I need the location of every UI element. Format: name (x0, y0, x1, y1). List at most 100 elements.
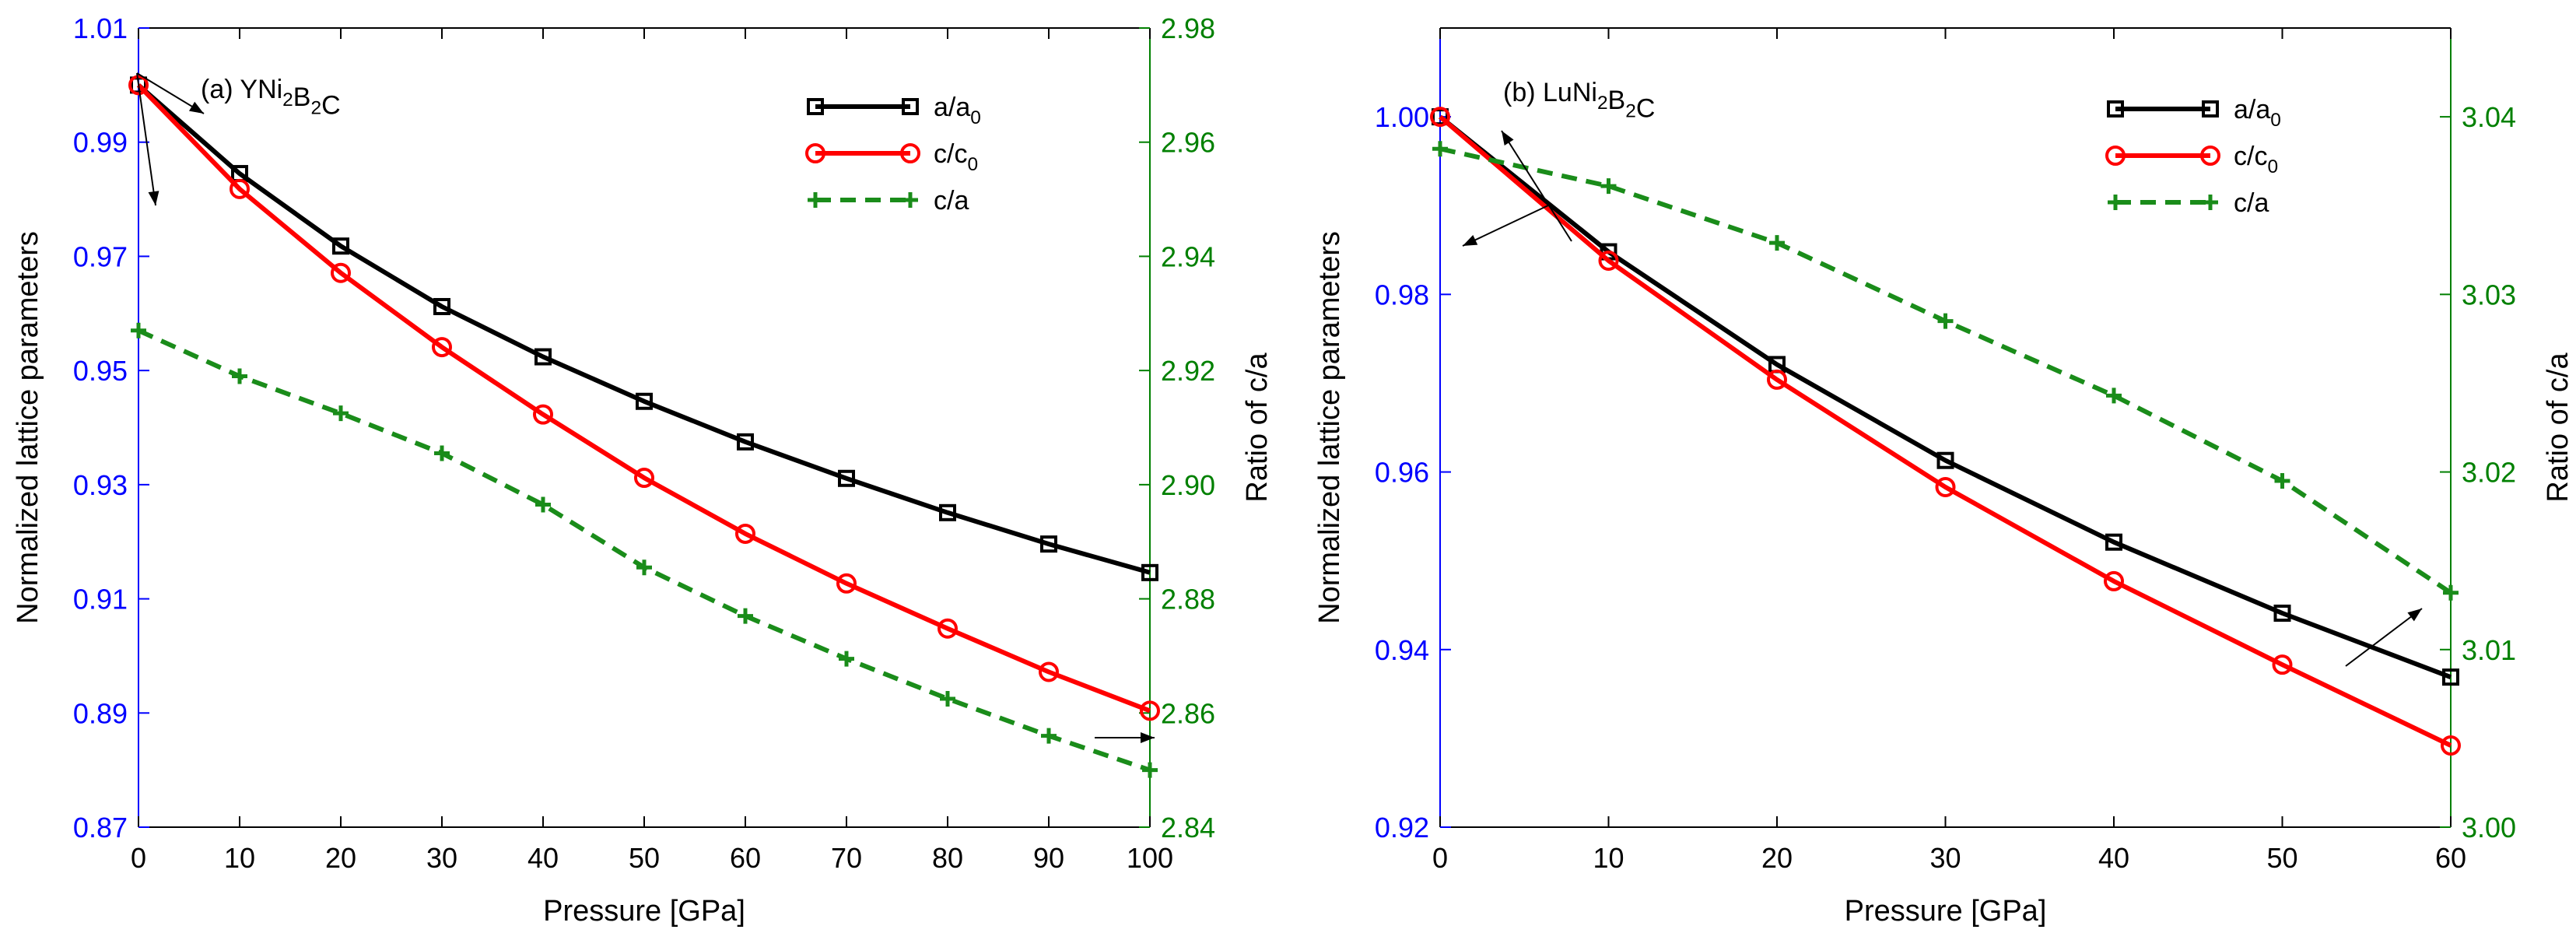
y-right-tick-label: 2.94 (1161, 240, 1215, 272)
y-right-tick-label: 2.90 (1161, 469, 1215, 501)
legend-marker (2105, 146, 2126, 166)
data-point-ca (1142, 762, 1158, 778)
y-right-tick-label: 2.98 (1161, 12, 1215, 44)
data-point-ca (434, 445, 450, 461)
y-left-tick-label: 0.87 (73, 812, 128, 844)
x-tick-label: 30 (1929, 842, 1961, 874)
legend-label: c/c0 (2234, 142, 2278, 177)
annotation-arrow-shaft (136, 72, 156, 206)
series-line-a (1439, 114, 2452, 680)
y-right-tick-label: 2.96 (1161, 127, 1215, 159)
data-point-c (1039, 661, 1059, 682)
annotation-arrow (2345, 608, 2423, 667)
data-point-a (2105, 533, 2122, 551)
annotation-arrow-head (188, 101, 204, 114)
y-right-tick-label: 3.01 (2462, 634, 2516, 666)
x-tick-label: 50 (2266, 842, 2297, 874)
legend-label-part: c/a (2234, 188, 2269, 218)
data-point-a (939, 503, 956, 521)
y-left-tick-label: 0.96 (1375, 457, 1429, 489)
data-point-c (836, 573, 857, 594)
data-point-a (2273, 604, 2291, 622)
panel-label: (a) YNi2B2C (201, 75, 341, 120)
y-left-axis-title: Normalized lattice parameters (1313, 231, 1346, 624)
legend-marker (2108, 195, 2123, 210)
legend-label-part: c/c (934, 139, 967, 169)
data-point-ca (333, 405, 349, 422)
x-tick-label: 0 (1432, 842, 1448, 874)
y-right-tick-label: 2.86 (1161, 697, 1215, 729)
y-left-tick-label: 0.89 (73, 697, 128, 729)
series-line-c (1439, 114, 2452, 748)
legend-label-subscript: 0 (2267, 156, 2278, 177)
y-right-tick-label: 2.92 (1161, 355, 1215, 387)
x-tick-label: 100 (1127, 842, 1173, 874)
panel-label-subscript: 2 (282, 89, 293, 110)
x-tick-label: 40 (2098, 842, 2129, 874)
data-point-c (938, 618, 958, 639)
legend-label: a/a0 (934, 93, 981, 128)
legend-label-part: c/a (934, 186, 969, 216)
y-right-axis-title: Ratio of c/a (1241, 352, 1274, 503)
legend-marker (805, 143, 825, 163)
y-left-tick-label: 0.94 (1375, 634, 1429, 666)
data-point-ca (2274, 472, 2290, 489)
y-left-tick-label: 0.91 (73, 584, 128, 616)
data-point-ca (2106, 388, 2122, 404)
data-point-c (2441, 735, 2461, 756)
panel-a: 0 10 20 30 40 50 60 70 80 90 1000.870.890.910.930.… (12, 12, 1274, 928)
annotation-arrow-head (148, 191, 159, 205)
series-line-a (137, 83, 1151, 575)
data-point-c (1140, 700, 1160, 721)
data-point-a (2442, 668, 2459, 686)
data-point-ca (535, 496, 551, 513)
annotation-arrow (136, 72, 205, 114)
annotation-arrow-head (1141, 732, 1155, 743)
panel-label-part: C (1636, 93, 1656, 123)
y-right-tick-label: 2.88 (1161, 584, 1215, 616)
panel-label-part: (b) LuNi (1503, 78, 1597, 107)
data-point-ca (738, 608, 753, 624)
y-right-tick-label: 2.84 (1161, 812, 1215, 844)
data-point-ca (940, 690, 955, 707)
data-point-c (1767, 369, 1787, 390)
legend-marker (2107, 100, 2124, 118)
legend-marker (2200, 146, 2220, 166)
annotation-arrow (136, 72, 159, 206)
series-line-ca (137, 328, 1151, 773)
data-point-ca (636, 559, 652, 576)
data-point-c (1430, 107, 1450, 128)
data-point-c (533, 404, 553, 425)
legend-label: a/a0 (2234, 95, 2281, 131)
annotation-arrow-shaft (1462, 205, 1549, 247)
y-left-tick-label: 0.99 (73, 127, 128, 159)
x-tick-label: 20 (1761, 842, 1793, 874)
panel-label-subscript: 2 (310, 97, 321, 118)
annotation-arrow (1462, 205, 1549, 247)
panel-label-part: C (321, 90, 341, 120)
data-point-a (838, 469, 855, 487)
data-point-c (1935, 476, 1956, 497)
legend-label-subscript: 0 (967, 154, 978, 175)
y-left-tick-label: 0.97 (73, 240, 128, 272)
panel-label: (b) LuNi2B2C (1503, 78, 1655, 123)
legend: a/a0 c/c0 c/a (2105, 95, 2281, 218)
legend-label-part: a/a (934, 93, 970, 122)
data-point-c (735, 523, 755, 544)
data-point-c (1598, 250, 1619, 271)
data-point-a (1936, 451, 1954, 469)
annotation-arrow (1095, 732, 1155, 743)
legend-marker (2202, 100, 2219, 118)
y-left-tick-label: 0.92 (1375, 812, 1429, 844)
y-left-tick-label: 1.00 (1375, 101, 1429, 133)
x-tick-label: 70 (831, 842, 862, 874)
x-tick-label: 50 (629, 842, 660, 874)
data-point-ca (1937, 313, 1954, 329)
x-tick-label: 10 (1593, 842, 1624, 874)
panel-label-subscript: 2 (1625, 100, 1636, 121)
x-tick-label: 40 (527, 842, 559, 874)
legend-marker (902, 192, 918, 208)
annotation-arrow-head (1463, 234, 1478, 246)
data-point-a (636, 392, 653, 410)
y-right-tick-label: 3.04 (2462, 101, 2516, 133)
